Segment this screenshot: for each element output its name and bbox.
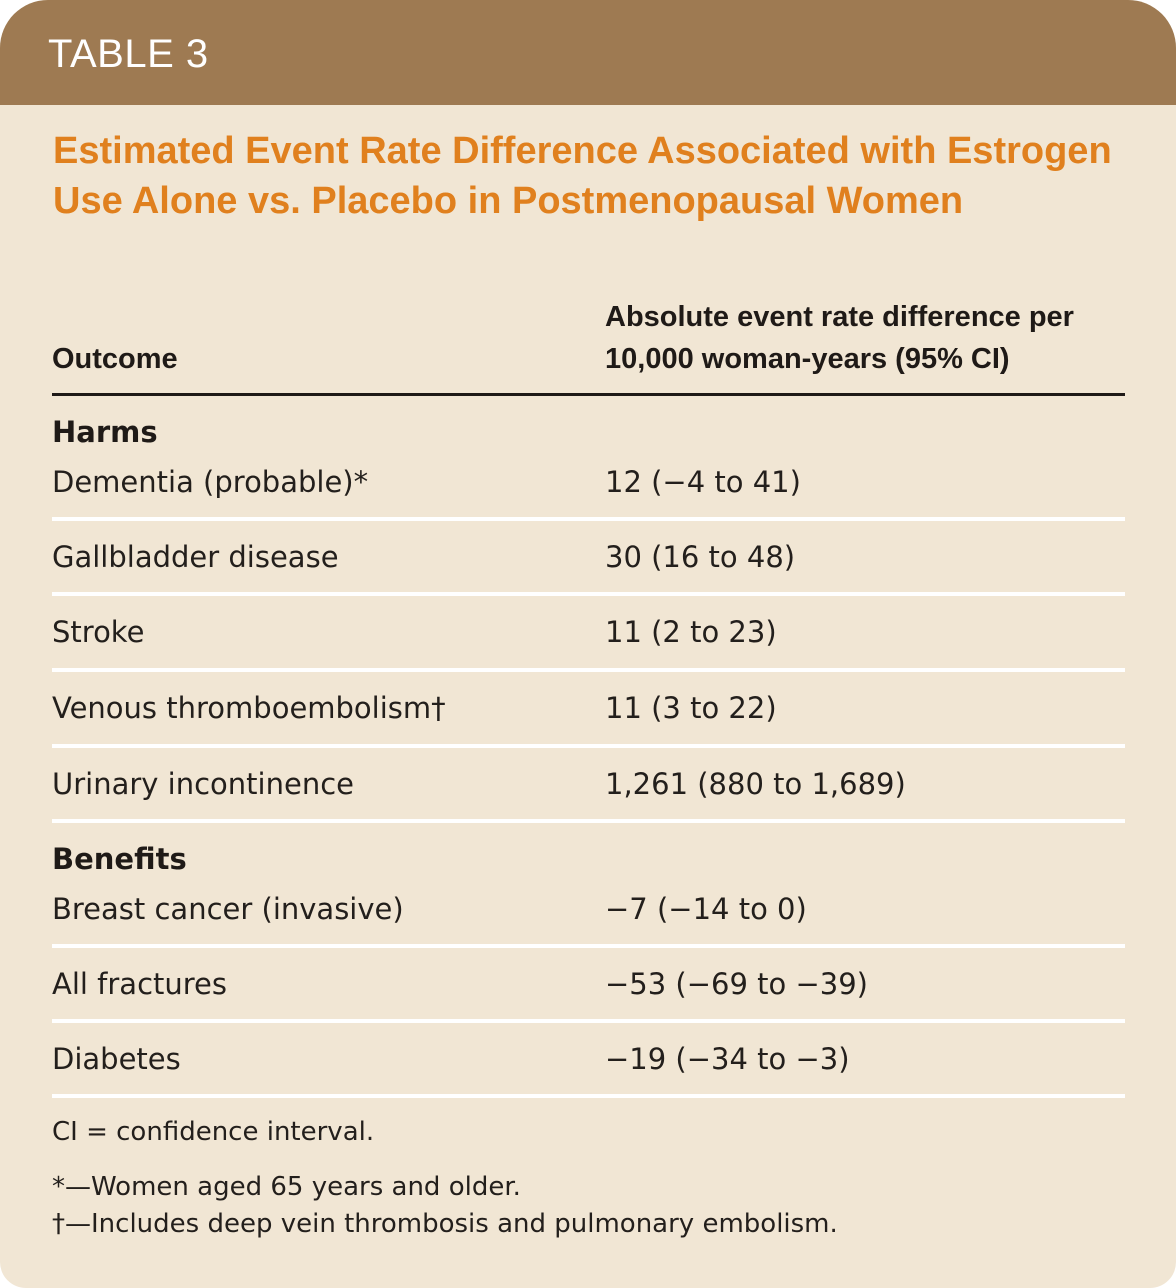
outcome-cell: Urinary incontinence [52,767,354,801]
row-divider [52,1094,1125,1098]
header-rule [52,393,1125,396]
value-cell: 12 (−4 to 41) [605,465,801,499]
outcome-cell: Stroke [52,615,145,649]
table-label: TABLE 3 [48,32,209,76]
outcome-cell: Dementia (probable)* [52,465,369,499]
outcome-cell: Diabetes [52,1042,181,1076]
footnote: CI = confidence interval. [52,1117,375,1147]
table-title: Estimated Event Rate Difference Associat… [53,130,1112,222]
outcome-cell: Venous thromboembolism† [52,691,446,725]
row-divider [52,517,1125,521]
row-divider [52,592,1125,596]
outcome-cell: Breast cancer (invasive) [52,892,404,926]
column-header-line: Absolute event rate difference per [605,301,1074,333]
footnote: *—Women aged 65 years and older. [52,1172,521,1202]
column-header-line: 10,000 woman-years (95% CI) [605,343,1010,375]
column-header-difference: Absolute event rate difference per 10,00… [605,296,1074,380]
table-header-bar: TABLE 3 [0,0,1176,105]
value-cell: −53 (−69 to −39) [605,967,868,1001]
section-benefits: Benefits [52,842,187,876]
outcome-cell: Gallbladder disease [52,540,339,574]
row-divider [52,819,1125,823]
row-divider [52,668,1125,672]
row-divider [52,744,1125,748]
value-cell: 1,261 (880 to 1,689) [605,767,906,801]
value-cell: −19 (−34 to −3) [605,1042,850,1076]
outcome-cell: All fractures [52,967,228,1001]
section-harms: Harms [52,415,158,449]
value-cell: 11 (2 to 23) [605,615,777,649]
row-divider [52,944,1125,948]
row-divider [52,1019,1125,1023]
footnote: †—Includes deep vein thrombosis and pulm… [52,1209,838,1239]
value-cell: 11 (3 to 22) [605,691,777,725]
column-header-outcome: Outcome [52,343,178,375]
value-cell: 30 (16 to 48) [605,540,796,574]
value-cell: −7 (−14 to 0) [605,892,807,926]
